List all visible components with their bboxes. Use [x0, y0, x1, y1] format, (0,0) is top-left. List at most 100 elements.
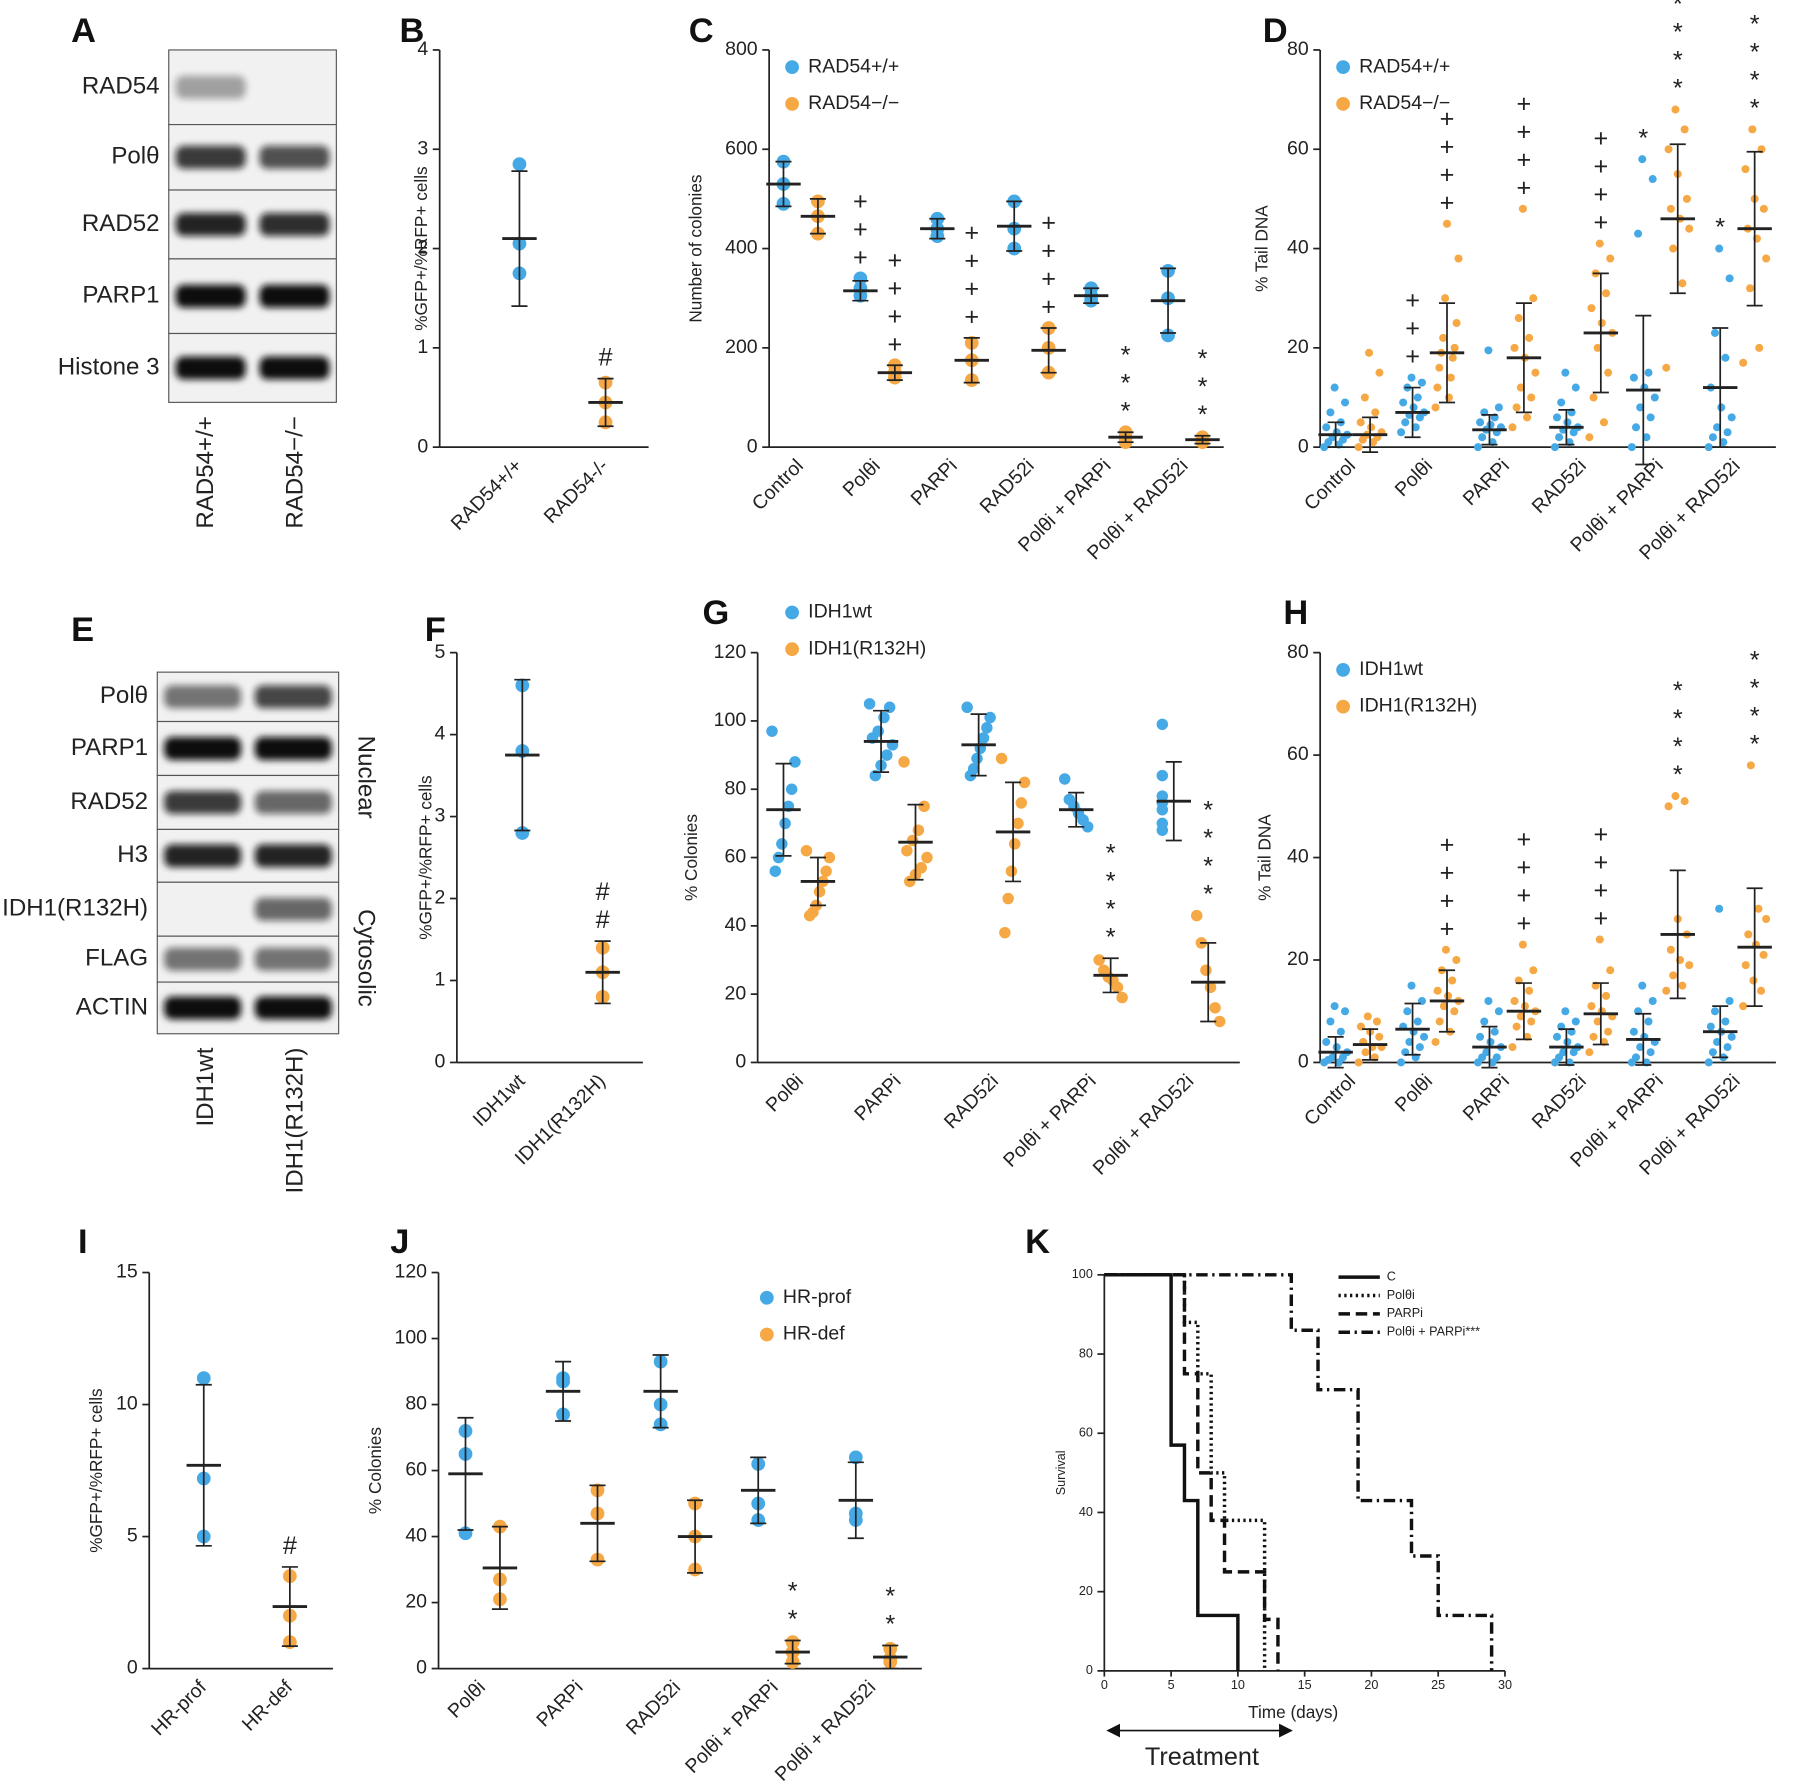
legend-marker: [1336, 60, 1350, 75]
data-point: [1715, 904, 1724, 913]
fraction-label: Nuclear: [353, 736, 380, 819]
y-axis-label: % Tail DNA: [1255, 814, 1275, 901]
x-tick-label: 25: [1431, 1678, 1445, 1692]
y-tick-label: 2: [435, 887, 446, 909]
legend-label: Polθi + PARPi***: [1387, 1325, 1480, 1339]
y-tick-label: 20: [1287, 336, 1309, 358]
data-point: [766, 725, 778, 737]
data-point: [1486, 420, 1495, 429]
data-point: [1431, 1037, 1440, 1046]
data-point: [1593, 1017, 1602, 1026]
y-tick-label: 40: [1079, 1505, 1093, 1519]
data-point: [1748, 125, 1757, 134]
data-point: [1746, 761, 1755, 770]
lane-label: RAD54+/+: [192, 416, 219, 529]
legend-marker: [1336, 662, 1350, 677]
legend-marker: [785, 642, 799, 657]
data-point: [1723, 428, 1732, 437]
data-point: [1666, 204, 1675, 213]
data-point: [1002, 892, 1014, 905]
y-tick-label: 60: [405, 1459, 427, 1481]
data-point: [1081, 821, 1094, 833]
legend-label: C: [1387, 1269, 1396, 1283]
data-point: [1322, 423, 1331, 432]
data-point: [1646, 413, 1655, 422]
blot-row-label: H3: [117, 841, 148, 868]
data-point: [1559, 1048, 1568, 1057]
data-point: [1476, 1032, 1485, 1041]
y-tick-label: 120: [394, 1261, 427, 1283]
data-point: [1363, 1012, 1372, 1021]
data-point: [1627, 443, 1636, 452]
data-point: [1759, 204, 1768, 213]
data-point: [1762, 914, 1771, 924]
data-point: [1156, 803, 1169, 816]
data-point: [1585, 1048, 1594, 1057]
data-point: [1399, 398, 1408, 407]
data-point: [1330, 383, 1339, 392]
data-point: [1448, 353, 1457, 362]
blot-band: [254, 947, 332, 971]
data-point: [1606, 254, 1615, 263]
blot-row-label: PARP1: [71, 734, 148, 761]
data-point: [1397, 428, 1406, 437]
y-tick-label: 0: [1298, 1051, 1309, 1073]
data-point: [1431, 403, 1440, 412]
data-point: [921, 851, 933, 864]
data-point: [1727, 413, 1736, 422]
data-point: [1595, 935, 1604, 944]
blot-band: [254, 685, 332, 709]
data-point: [981, 722, 993, 734]
panel-letter: E: [71, 611, 94, 649]
x-tick-label: 5: [1168, 1678, 1175, 1692]
y-axis-label: %GFP+/%RFP+ cells: [416, 775, 436, 939]
data-point: [1721, 1017, 1730, 1026]
data-point: [1371, 408, 1380, 417]
significance-label: ***: [1188, 345, 1216, 429]
data-point: [1604, 368, 1613, 377]
data-point: [1512, 403, 1521, 412]
blot-row-label: FLAG: [85, 944, 148, 971]
legend-label: PARPi: [1387, 1306, 1423, 1320]
data-point: [1604, 1027, 1613, 1036]
data-point: [1476, 418, 1485, 427]
blot-band: [164, 947, 242, 971]
data-point: [1710, 328, 1720, 337]
blot-band: [254, 790, 332, 814]
data-point: [1116, 991, 1128, 1004]
data-point: [1531, 368, 1540, 377]
y-tick-label: 15: [116, 1261, 138, 1283]
data-point: [1754, 904, 1763, 913]
y-axis-label: %GFP+/%RFP+ cells: [411, 166, 431, 330]
legend-label: Polθi: [1387, 1288, 1415, 1302]
data-point: [1454, 254, 1463, 263]
data-point: [1719, 438, 1728, 447]
y-tick-label: 10: [116, 1393, 138, 1415]
data-point: [1494, 1007, 1503, 1016]
y-axis-label: %GFP+/%RFP+ cells: [86, 1388, 106, 1552]
data-point: [1525, 986, 1534, 995]
data-point: [1759, 950, 1768, 959]
blot-band: [254, 897, 332, 921]
data-point: [1015, 797, 1028, 809]
y-tick-label: 0: [747, 435, 758, 457]
blot-band: [175, 212, 246, 236]
data-point: [1602, 991, 1611, 1000]
data-point: [1407, 373, 1416, 382]
data-point: [1589, 393, 1598, 402]
significance-label: ++++: [1433, 831, 1461, 943]
y-tick-label: 60: [1287, 137, 1309, 159]
y-axis-label: % Colonies: [365, 1427, 385, 1514]
data-point: [1646, 1048, 1655, 1057]
significance-label: #: [276, 1532, 304, 1560]
data-point: [1662, 986, 1671, 995]
data-point: [1644, 1017, 1653, 1026]
x-tick-label: 10: [1231, 1678, 1245, 1692]
significance-label: ****: [1741, 11, 1769, 123]
data-point: [1441, 294, 1450, 303]
data-point: [1666, 945, 1675, 954]
data-point: [1762, 254, 1771, 263]
data-point: [1563, 418, 1572, 427]
data-point: [1680, 797, 1689, 806]
